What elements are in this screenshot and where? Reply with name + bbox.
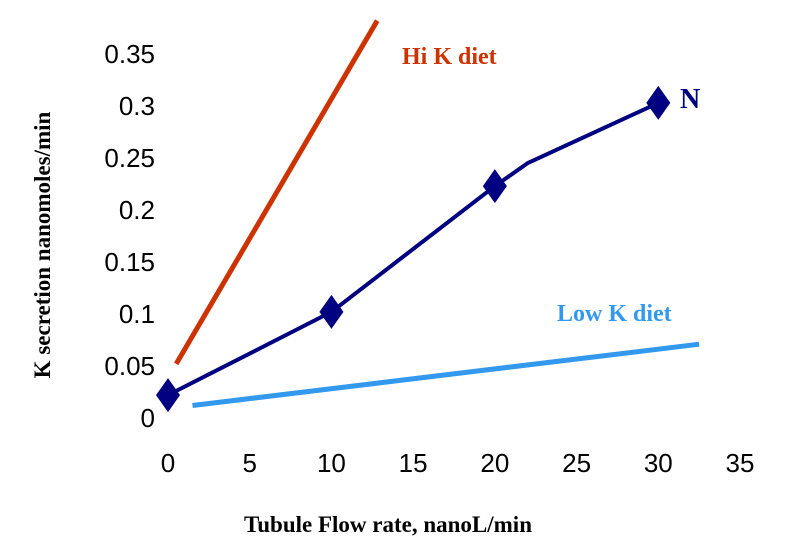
y-tick-label: 0.25 [104,143,155,173]
series-layer [156,19,700,413]
x-tick-label: 30 [644,448,673,478]
data-point-n [319,294,344,329]
y-tick-label: 0.15 [104,247,155,277]
series-label-hi-k-diet: Hi K diet [402,44,497,70]
series-labels: Hi K diet N Low K diet [402,44,700,327]
series-line-n [167,101,660,397]
y-axis-ticks: 0 0.05 0.1 0.15 0.2 0.25 0.3 0.35 [104,39,155,433]
x-tick-label: 15 [399,448,428,478]
series-line-hi-k-diet [174,19,380,366]
series-line-low-k-diet [192,341,700,408]
series-label-n: N [680,84,700,115]
data-point-n [482,169,507,204]
series-label-low-k-diet: Low K diet [557,301,672,327]
y-tick-label: 0 [141,403,155,433]
y-tick-label: 0.3 [119,91,155,121]
y-axis-title: K secretion nanomoles/min [30,111,55,378]
y-tick-label: 0.05 [104,351,155,381]
y-tick-label: 0.2 [119,195,155,225]
data-point-n [646,85,671,120]
x-tick-label: 25 [562,448,591,478]
x-tick-label: 35 [726,448,755,478]
x-tick-label: 0 [161,448,175,478]
x-axis-ticks: 0 5 10 15 20 25 30 35 [161,448,755,478]
data-point-n [156,378,180,413]
x-tick-label: 20 [480,448,509,478]
y-tick-label: 0.1 [119,299,155,329]
y-tick-label: 0.35 [104,39,155,69]
x-axis-title: Tubule Flow rate, nanoL/min [244,512,532,537]
x-tick-label: 10 [317,448,346,478]
x-tick-label: 5 [242,448,256,478]
